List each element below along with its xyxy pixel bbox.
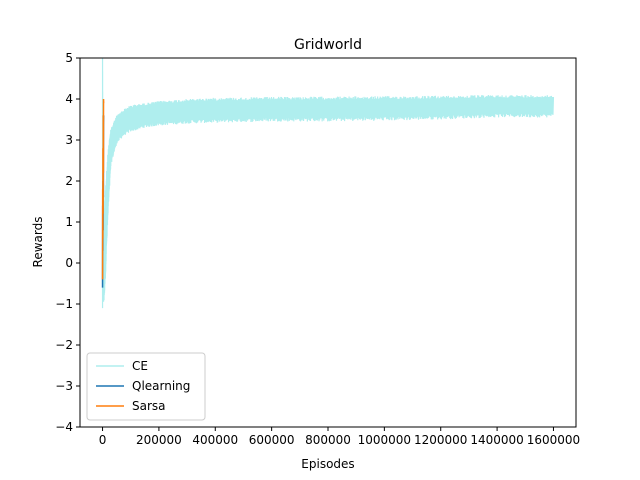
legend-label-qlearning: Qlearning [132, 379, 190, 393]
y-axis: −4 −3 −2 −1 0 1 2 3 4 5 [55, 51, 80, 434]
y-tick-label: 5 [65, 51, 73, 65]
legend-box [86, 352, 206, 421]
x-tick-label: 600000 [249, 433, 295, 447]
x-tick-label: 0 [99, 433, 107, 447]
x-axis-title: Episodes [301, 457, 354, 471]
x-tick-label: 800000 [305, 433, 351, 447]
y-tick-label: 4 [65, 92, 73, 106]
y-tick-label: 1 [65, 215, 73, 229]
y-tick-label: −4 [55, 420, 73, 434]
x-tick-label: 1400000 [470, 433, 523, 447]
x-tick-label: 1200000 [414, 433, 467, 447]
y-axis-title: Rewards [31, 217, 45, 268]
plot-area [101, 58, 555, 309]
y-tick-label: −2 [55, 338, 73, 352]
y-tick-label: 2 [65, 174, 73, 188]
x-tick-label: 400000 [192, 433, 238, 447]
legend: CE Qlearning Sarsa [86, 352, 206, 421]
y-tick-label: 0 [65, 256, 73, 270]
legend-label-sarsa: Sarsa [132, 399, 166, 413]
series-line-sarsa [101, 98, 105, 280]
chart-title: Gridworld [294, 37, 362, 53]
y-tick-label: 3 [65, 133, 73, 147]
x-axis: 0 200000 400000 600000 800000 1000000 1200000 1… [99, 427, 580, 447]
x-tick-label: 1600000 [527, 433, 580, 447]
y-tick-label: −1 [55, 297, 73, 311]
legend-label-ce: CE [132, 359, 148, 373]
y-tick-label: −3 [55, 379, 73, 393]
x-tick-label: 1000000 [358, 433, 411, 447]
x-tick-label: 200000 [136, 433, 182, 447]
